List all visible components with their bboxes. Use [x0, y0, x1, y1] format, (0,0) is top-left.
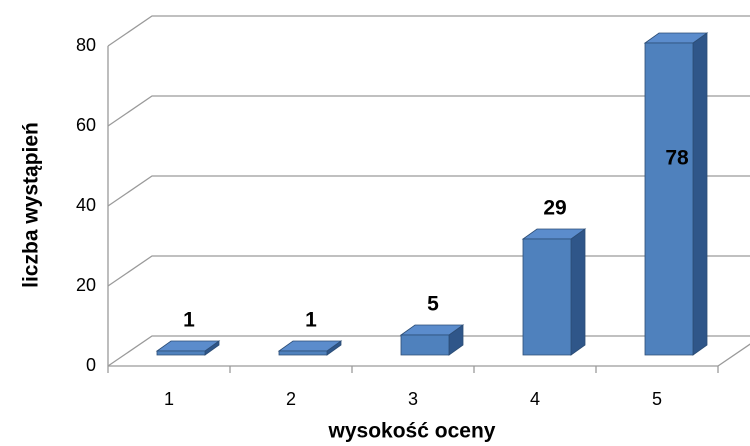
y-axis-title: liczba wystąpień — [20, 122, 43, 288]
bar — [643, 32, 709, 356]
bar-face — [400, 334, 450, 356]
data-label: 29 — [543, 197, 566, 220]
bar-face — [522, 238, 572, 356]
data-label: 1 — [183, 309, 195, 332]
bar — [521, 228, 587, 356]
data-label: 78 — [665, 147, 689, 170]
bar — [155, 340, 221, 356]
x-tick-label: 3 — [408, 389, 418, 409]
data-label: 5 — [427, 293, 439, 316]
y-tick-label: 80 — [76, 35, 96, 55]
bar — [399, 324, 465, 356]
bar-face — [156, 350, 206, 356]
bar-face — [644, 42, 694, 356]
bar-face — [278, 350, 328, 356]
x-tick-label: 2 — [286, 389, 296, 409]
grid-line — [107, 95, 750, 127]
grid-line — [107, 15, 750, 47]
y-tick-label: 20 — [76, 275, 96, 295]
y-tick-label: 40 — [76, 195, 96, 215]
grid-line — [107, 175, 750, 207]
data-label: 1 — [305, 309, 317, 332]
y-tick-label: 60 — [76, 115, 96, 135]
bar-face — [692, 32, 708, 356]
y-tick-label: 0 — [86, 355, 96, 375]
x-tick-label: 4 — [530, 389, 540, 409]
bar-face — [570, 228, 586, 356]
bar — [277, 340, 343, 356]
x-tick-label: 1 — [164, 389, 174, 409]
x-axis-title: wysokość oceny — [328, 420, 496, 443]
x-tick-label: 5 — [652, 389, 662, 409]
